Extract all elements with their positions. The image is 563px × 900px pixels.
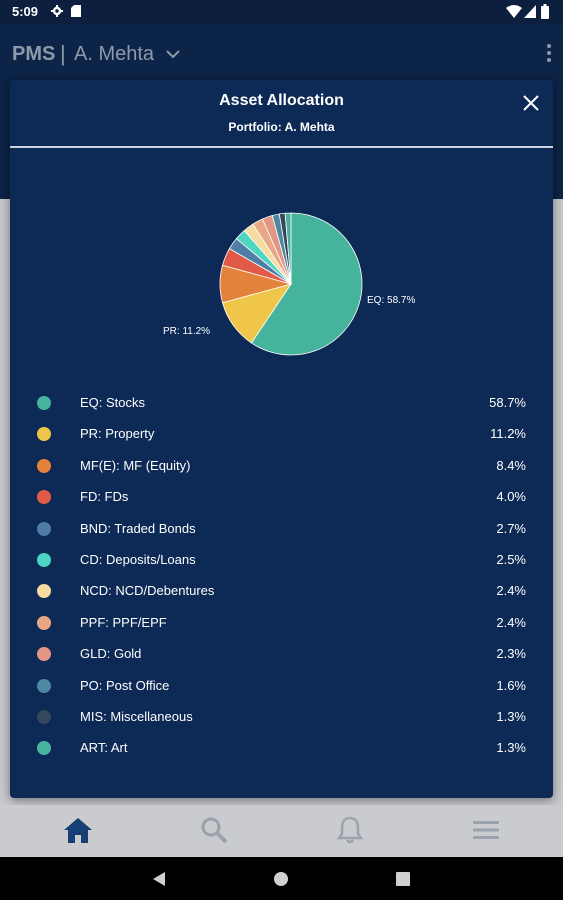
legend-row: EQ: Stocks 58.7% [10, 392, 553, 414]
legend-label: ART: Art [80, 740, 128, 756]
legend-value: 4.0% [496, 489, 526, 505]
legend-label: FD: FDs [80, 489, 129, 505]
system-nav-bar [0, 857, 563, 900]
status-time: 5:09 [12, 4, 39, 19]
legend-color-dot [37, 584, 51, 599]
user-name-dropdown[interactable]: A. Mehta [74, 43, 155, 65]
legend-row: BND: Traded Bonds 2.7% [10, 518, 553, 540]
legend-value: 2.3% [496, 646, 526, 662]
legend-value: 8.4% [496, 457, 526, 473]
close-icon[interactable] [522, 94, 540, 112]
legend-value: 2.5% [496, 552, 526, 567]
legend-row: FD: FDs 4.0% [10, 486, 553, 508]
modal-title: Asset Allocation [219, 92, 344, 109]
legend-value: 1.6% [496, 677, 526, 693]
legend-label: PR: Property [80, 426, 155, 442]
legend-label: BND: Traded Bonds [80, 520, 196, 536]
chevron-down-icon[interactable] [166, 49, 180, 59]
legend-row: NCD: NCD/Debentures 2.4% [10, 580, 553, 602]
legend-row: GLD: Gold 2.3% [10, 643, 553, 665]
pie-slice-0[interactable] [250, 212, 363, 356]
pie-chart: EQ: 58.7% PR: 11.2% [163, 212, 415, 356]
legend-row: CD: Deposits/Loans 2.5% [10, 549, 553, 571]
bell-icon[interactable] [334, 815, 366, 845]
legend-value: 2.4% [496, 583, 526, 599]
legend-value: 1.3% [496, 709, 526, 724]
legend-value: 58.7% [489, 395, 526, 410]
legend-row: MIS: Miscellaneous 1.3% [10, 706, 553, 728]
signal-icon [524, 5, 536, 18]
legend-label: CD: Deposits/Loans [80, 552, 196, 567]
legend-color-dot [37, 458, 51, 473]
legend-color-dot [37, 647, 51, 662]
legend-row: ART: Art 1.3% [10, 737, 553, 759]
home-circle-icon[interactable] [272, 870, 290, 888]
back-icon[interactable] [150, 870, 168, 888]
pie-label-pr: PR: 11.2% [163, 326, 210, 337]
status-bar: 5:09 [0, 0, 563, 24]
pie-slice-11[interactable] [284, 212, 292, 285]
recents-icon[interactable] [394, 870, 412, 888]
legend-color-dot [37, 490, 51, 505]
modal-divider [10, 146, 553, 148]
wifi-icon [506, 5, 522, 18]
battery-icon [541, 4, 549, 19]
legend-value: 1.3% [496, 740, 526, 756]
pie-label-eq: EQ: 58.7% [367, 295, 415, 306]
legend-color-dot [37, 521, 51, 536]
legend-label: PPF: PPF/EPF [80, 614, 167, 630]
header-divider: | [60, 41, 66, 66]
legend-value: 2.7% [496, 520, 526, 536]
legend-row: MF(E): MF (Equity) 8.4% [10, 455, 553, 477]
legend-row: PPF: PPF/EPF 2.4% [10, 612, 553, 634]
app-name: PMS [12, 43, 56, 65]
legend-row: PO: Post Office 1.6% [10, 675, 553, 697]
hamburger-menu-icon[interactable] [470, 815, 502, 845]
legend-color-dot [37, 741, 51, 756]
legend-label: MF(E): MF (Equity) [80, 457, 191, 473]
legend-label: EQ: Stocks [80, 395, 146, 410]
gear-icon [51, 5, 63, 17]
modal-subtitle: Portfolio: A. Mehta [228, 120, 335, 134]
legend-color-dot [37, 553, 51, 567]
legend-label: GLD: Gold [80, 646, 142, 662]
legend-value: 11.2% [490, 426, 526, 442]
sd-card-icon [71, 5, 81, 17]
legend-label: NCD: NCD/Debentures [80, 583, 215, 599]
kebab-menu-icon[interactable] [545, 43, 553, 63]
legend-color-dot [37, 710, 51, 724]
home-icon[interactable] [62, 815, 94, 845]
legend-color-dot [37, 427, 51, 442]
legend-value: 2.4% [496, 614, 526, 630]
legend-color-dot [37, 678, 51, 693]
legend-label: MIS: Miscellaneous [80, 709, 193, 724]
legend-label: PO: Post Office [80, 677, 170, 693]
bottom-nav [0, 805, 563, 857]
legend-row: PR: Property 11.2% [10, 423, 553, 445]
search-icon[interactable] [198, 815, 230, 845]
legend-color-dot [37, 396, 51, 410]
asset-allocation-modal: Asset Allocation Portfolio: A. Mehta EQ:… [10, 80, 553, 798]
legend-color-dot [37, 615, 51, 630]
